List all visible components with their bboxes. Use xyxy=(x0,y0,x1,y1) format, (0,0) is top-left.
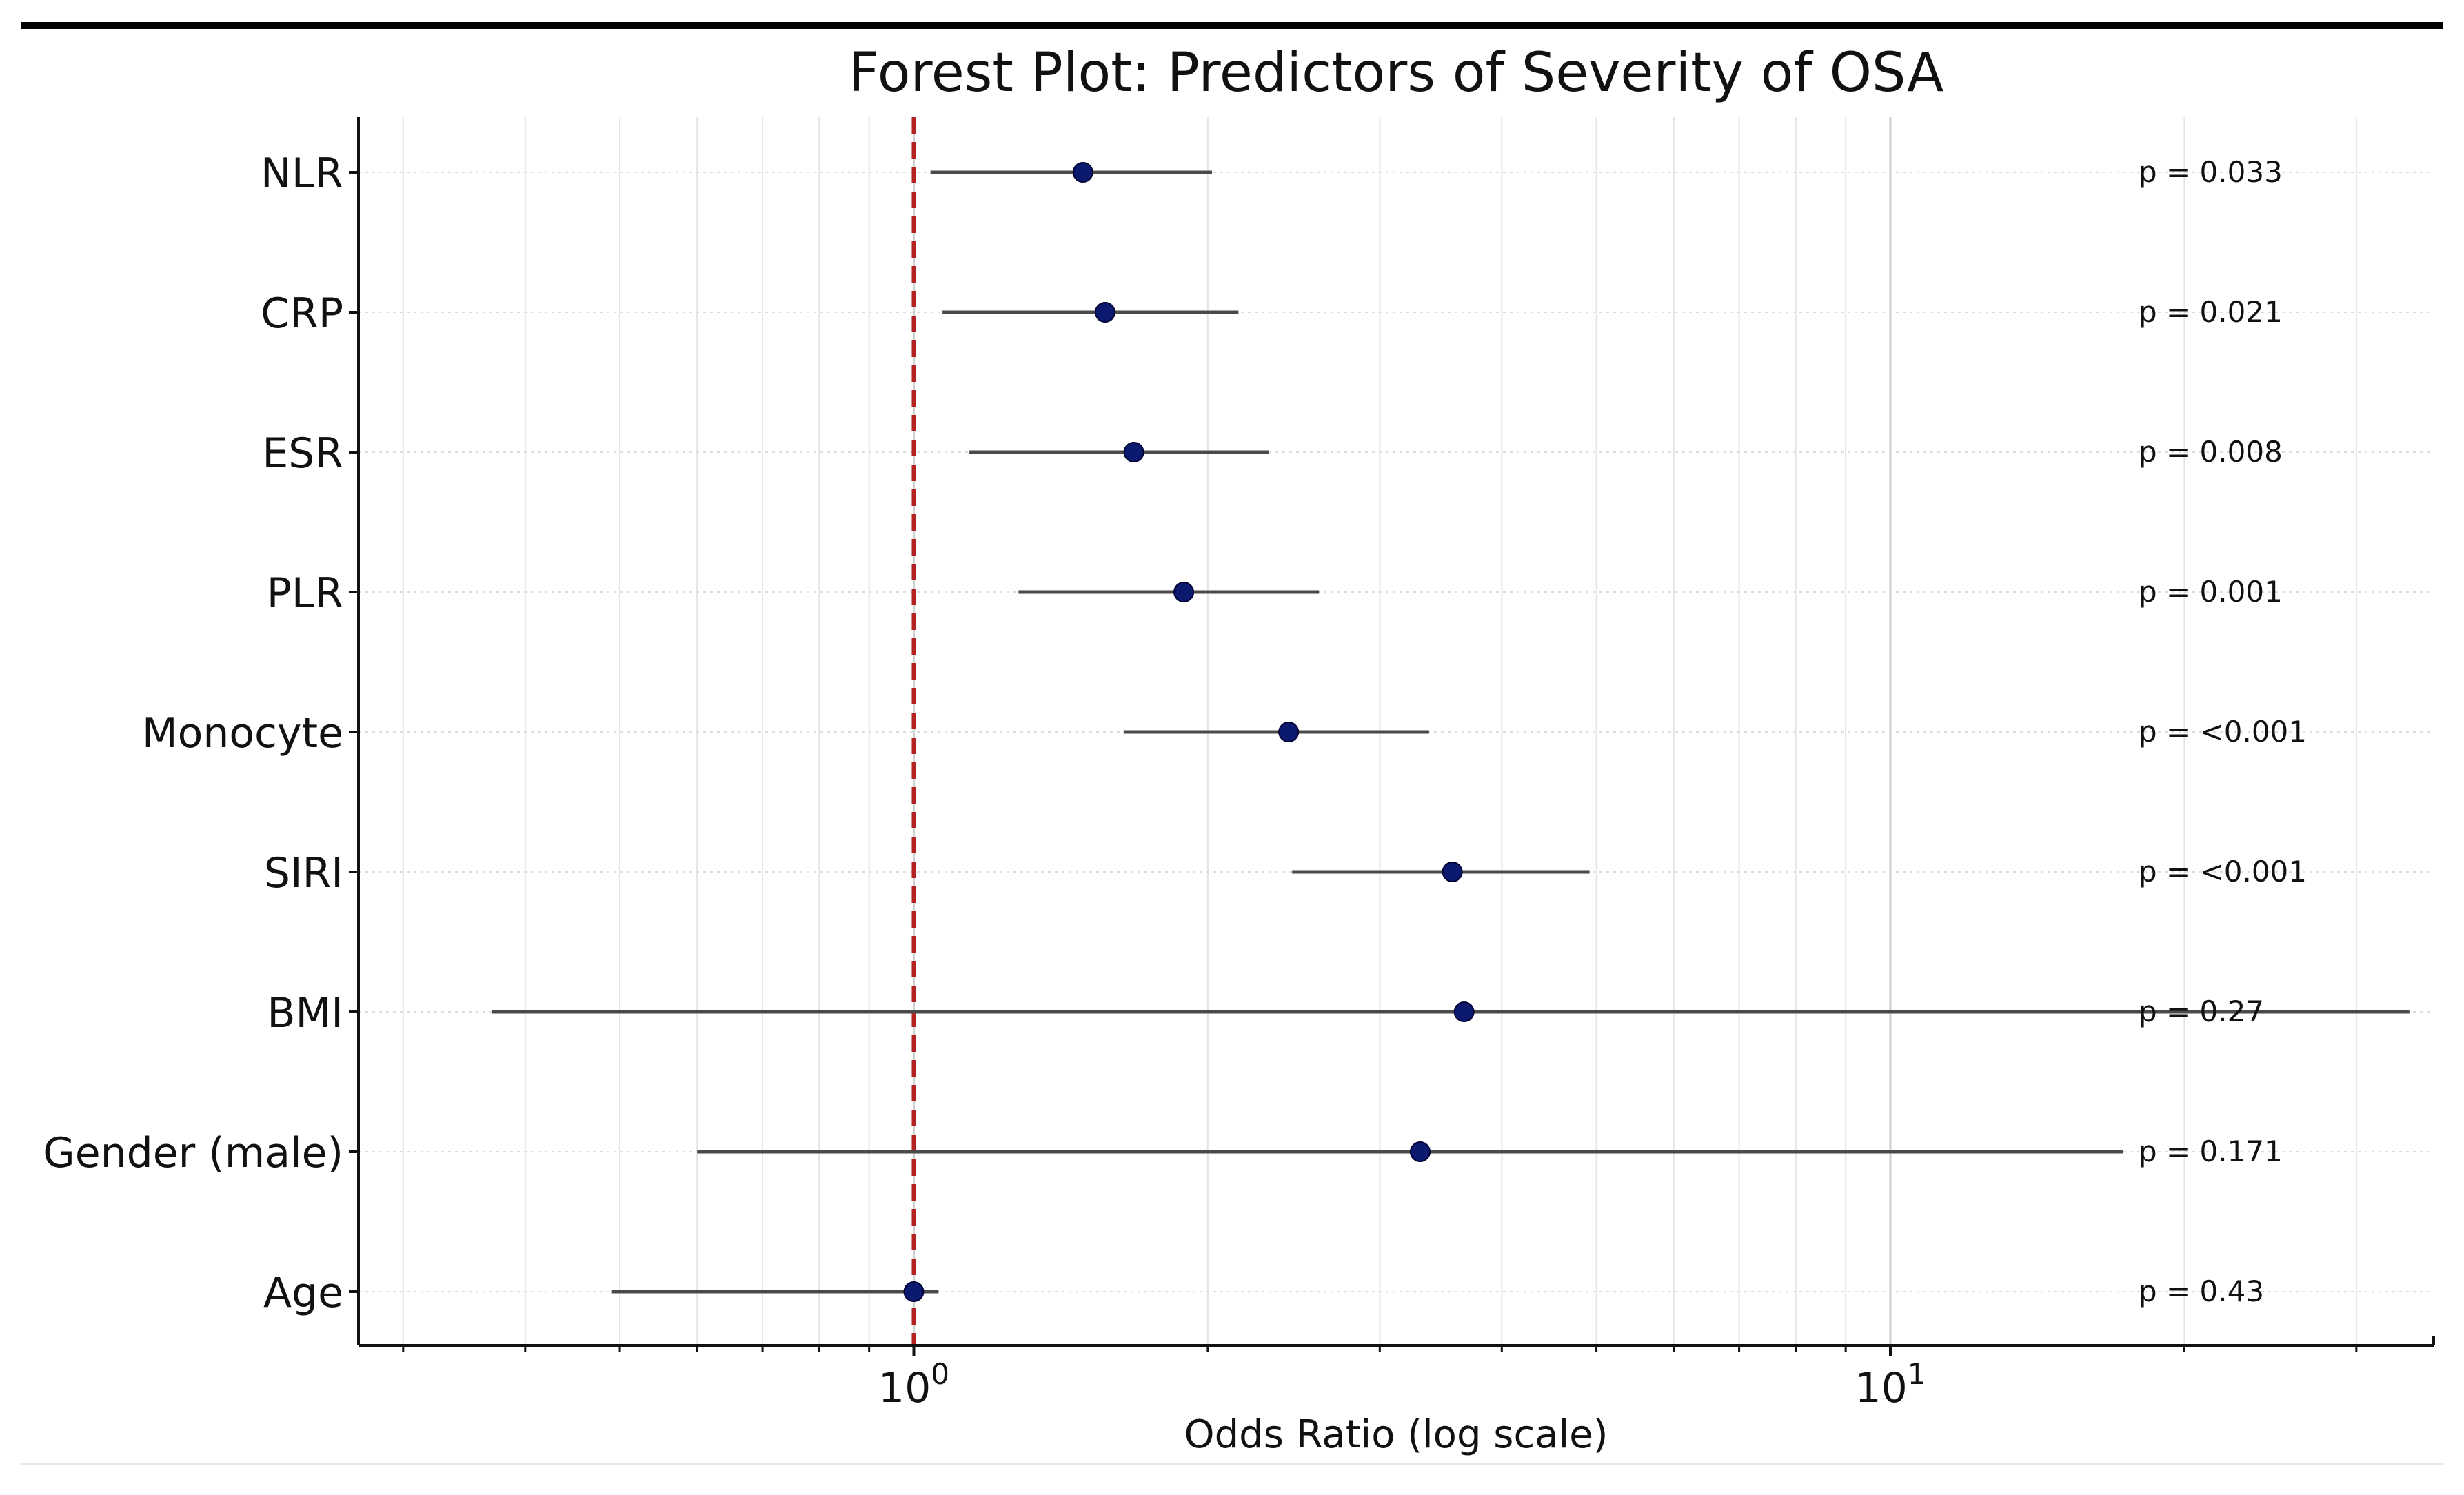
point-estimate-siri xyxy=(1442,862,1463,882)
point-estimate-monocyte xyxy=(1278,722,1300,742)
y-tick-label: ESR xyxy=(262,429,343,478)
point-estimate-crp xyxy=(1094,302,1115,323)
p-value-label: p = <0.001 xyxy=(2139,715,2307,749)
y-tick-label-layer: NLR CRP ESR PLR Monocyte SIRI BMI Gender (male)… xyxy=(43,150,343,1317)
y-tick-label: Monocyte xyxy=(142,709,343,757)
p-value-label: p = 0.001 xyxy=(2139,575,2283,609)
y-tick-label: PLR xyxy=(267,569,343,618)
y-tick-label: Age xyxy=(263,1269,343,1317)
x-tick-label: 101 xyxy=(1855,1357,1926,1412)
x-tick-base: 10 xyxy=(878,1364,931,1412)
point-estimate-esr xyxy=(1123,442,1144,462)
top-border-bar xyxy=(21,22,2443,29)
x-tick-base: 10 xyxy=(1855,1364,1907,1412)
x-tick-exponent: 1 xyxy=(1908,1357,1926,1391)
point-estimate-nlr xyxy=(1072,162,1093,183)
x-tick-label: 100 xyxy=(878,1357,949,1412)
y-tick-label: Gender (male) xyxy=(43,1129,343,1177)
p-value-label: p = <0.001 xyxy=(2139,855,2307,888)
p-value-label: p = 0.171 xyxy=(2139,1135,2283,1168)
point-estimate-gender-male xyxy=(1409,1141,1431,1162)
y-tick-label: BMI xyxy=(267,989,343,1037)
p-value-label-layer: p = 0.033 p = 0.021 p = 0.008 p = 0.001 p = … xyxy=(2139,155,2307,1308)
point-layer xyxy=(903,162,1475,1302)
y-tick-label: NLR xyxy=(261,150,343,198)
p-value-label: p = 0.43 xyxy=(2139,1274,2264,1308)
y-tick-label: CRP xyxy=(261,289,343,338)
p-value-label: p = 0.033 xyxy=(2139,155,2283,189)
point-estimate-plr xyxy=(1173,582,1195,602)
axis-layer xyxy=(349,117,2435,1356)
x-axis-label: Odds Ratio (log scale) xyxy=(1184,1412,1608,1457)
x-tick-exponent: 0 xyxy=(931,1357,949,1391)
p-value-label: p = 0.021 xyxy=(2139,295,2283,329)
point-estimate-bmi xyxy=(1453,1001,1475,1022)
y-tick-label: SIRI xyxy=(264,849,343,897)
p-value-label: p = 0.008 xyxy=(2139,435,2283,469)
p-value-label: p = 0.27 xyxy=(2139,995,2264,1028)
point-estimate-age xyxy=(903,1281,925,1302)
chart-title: Forest Plot: Predictors of Severity of O… xyxy=(849,42,1944,104)
x-tick-label-layer: 100 101 xyxy=(878,1357,1926,1412)
